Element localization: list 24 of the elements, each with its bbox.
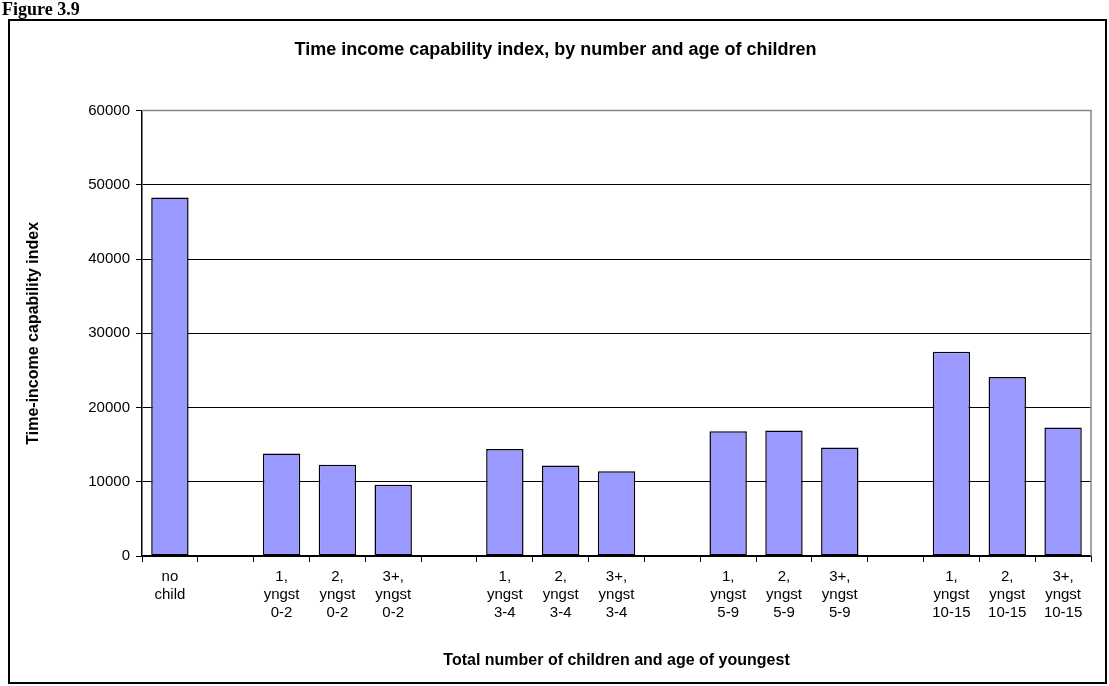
- chart-title: Time income capability index, by number and age of children: [294, 38, 817, 59]
- x-tick-label: 2, yngst 3-4: [542, 567, 580, 621]
- x-tick-label: 3+, yngst 10-15: [1043, 567, 1083, 621]
- y-axis-title: Time-income capability index: [24, 221, 42, 445]
- x-tick-label: 2, yngst 10-15: [988, 567, 1027, 621]
- x-tick-label: 3+, yngst 5-9: [821, 567, 859, 621]
- x-tick-label: 3+, yngst 0-2: [375, 567, 412, 621]
- y-tick-label: 60000: [88, 100, 130, 118]
- x-tick-label: 2, yngst 0-2: [319, 567, 357, 621]
- x-tick-label: 1, yngst 5-9: [710, 567, 747, 621]
- caption: Figure 3.9: [2, 0, 80, 19]
- y-tick-label: 10000: [88, 471, 130, 489]
- y-tick-label: 50000: [88, 174, 130, 192]
- y-tick-label: 0: [121, 546, 130, 564]
- y-tick-label: 20000: [88, 397, 130, 415]
- y-tick-label: 40000: [88, 249, 130, 267]
- x-axis-title: Total number of children and age of youngest: [443, 650, 791, 668]
- x-tick-label: 1, yngst 3-4: [486, 567, 524, 621]
- x-tick-label: 2, yngst 5-9: [766, 567, 803, 621]
- y-tick-label: 30000: [88, 323, 130, 341]
- x-tick-label: 1, yngst 10-15: [932, 567, 971, 621]
- x-tick-label: 1, yngst 0-2: [263, 567, 301, 621]
- x-tick-label: no child: [154, 567, 186, 603]
- x-tick-label: 3+, yngst 3-4: [598, 567, 636, 621]
